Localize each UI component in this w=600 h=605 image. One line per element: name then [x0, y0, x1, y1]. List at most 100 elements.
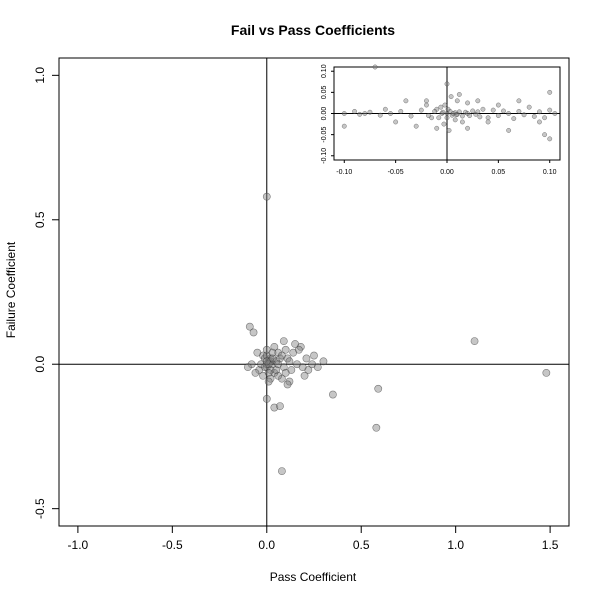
inset-data-point — [516, 108, 522, 114]
inset-data-point — [382, 106, 388, 112]
inset-data-point — [367, 109, 373, 115]
inset-data-point — [456, 109, 462, 115]
inset-data-point — [448, 94, 454, 100]
chart-title: Fail vs Pass Coefficients — [231, 22, 395, 38]
inset-data-point — [393, 119, 399, 125]
inset-data-point — [459, 113, 465, 119]
inset-data-point — [506, 127, 512, 133]
inset-data-point — [537, 109, 542, 115]
inset-data-point — [453, 112, 459, 118]
inset-data-point — [398, 108, 404, 114]
main-data-point — [294, 345, 303, 354]
inset-data-point — [408, 113, 414, 119]
inset-data-point — [495, 113, 501, 119]
inset-y-tick-label: -0.10 — [321, 148, 328, 164]
main-data-point — [281, 368, 290, 377]
inset-data-point — [445, 106, 451, 112]
inset-data-point — [501, 108, 506, 114]
inset-data-point — [459, 119, 465, 125]
inset-x-tick-label: 0.00 — [440, 169, 454, 176]
inset-data-point — [444, 115, 450, 121]
inset-data-point — [542, 115, 548, 121]
main-data-point — [277, 467, 286, 476]
main-data-point — [253, 348, 262, 357]
main-data-point — [243, 363, 252, 372]
main-data-point — [272, 366, 281, 374]
main-data-point — [283, 380, 292, 389]
main-y-tick-label: 0.5 — [33, 211, 47, 228]
main-data-point — [251, 368, 260, 377]
inset-data-point — [490, 107, 496, 113]
inset-data-point — [552, 111, 558, 116]
main-x-tick-label: -0.5 — [162, 538, 183, 552]
main-data-point — [249, 328, 258, 337]
inset-data-point — [442, 102, 448, 108]
inset-data-point — [377, 112, 383, 118]
inset-x-tick-label: -0.10 — [336, 169, 352, 176]
inset-x-tick-label: 0.10 — [543, 169, 557, 176]
y-axis-label: Failure Coefficient — [4, 241, 18, 338]
inset-data-point — [352, 108, 357, 114]
inset-data-point — [452, 117, 458, 123]
main-data-point — [262, 192, 271, 201]
inset-data-point — [413, 123, 419, 129]
main-data-point — [274, 360, 283, 369]
main-x-tick-label: 1.5 — [542, 538, 559, 552]
inset-data-point — [485, 119, 491, 125]
main-data-point — [298, 363, 307, 372]
inset-data-point — [467, 113, 473, 119]
inset-data-point — [372, 64, 378, 70]
main-data-point — [279, 337, 288, 346]
inset-data-point — [506, 111, 512, 116]
main-data-point — [470, 337, 479, 346]
main-y-tick-label: 1.0 — [33, 67, 47, 84]
inset-data-point — [438, 104, 444, 110]
main-data-point — [281, 345, 290, 354]
main-data-point — [270, 342, 279, 351]
inset-y-tick-label: 0.10 — [321, 64, 328, 78]
inset-data-point — [465, 125, 470, 131]
inset-y-tick-label: -0.05 — [321, 127, 328, 143]
inset-data-point — [357, 111, 363, 117]
inset-data-point — [403, 98, 409, 104]
inset-x-tick-label: 0.05 — [492, 169, 506, 176]
inset-data-point — [485, 115, 491, 121]
inset-plot-area: -0.10 -0.05 0.00 0.05 0.10 -0.10 -0.05 0.00 0.05… — [321, 64, 561, 176]
inset-data-point — [432, 108, 438, 114]
inset-data-point — [526, 104, 532, 110]
inset-data-point — [480, 106, 486, 112]
main-data-point — [259, 371, 267, 380]
inset-data-point — [434, 125, 440, 131]
main-data-point — [262, 345, 271, 354]
main-x-tick-label: 1.0 — [447, 538, 464, 552]
inset-y-tick-label: 0.00 — [321, 107, 328, 121]
main-data-point — [277, 351, 286, 360]
inset-data-point — [362, 111, 368, 116]
main-data-point — [302, 354, 311, 363]
inset-data-point — [537, 119, 542, 125]
main-data-point — [372, 423, 381, 432]
inset-data-point — [341, 123, 347, 129]
inset-data-point — [465, 100, 470, 106]
inset-data-point — [531, 114, 537, 119]
inset-data-point — [436, 115, 442, 121]
inset-data-point — [418, 107, 424, 113]
inset-data-point — [547, 89, 553, 95]
inset-data-point — [495, 102, 501, 108]
inset-data-point — [440, 109, 446, 115]
main-data-point — [300, 371, 309, 380]
main-data-point — [262, 394, 271, 403]
inset-data-point — [388, 111, 393, 116]
inset-data-point — [470, 108, 476, 114]
main-data-point — [245, 322, 254, 331]
inset-data-point — [456, 92, 462, 97]
inset-data-point — [547, 107, 553, 113]
x-axis-label: Pass Coefficient — [270, 570, 357, 584]
main-x-tick-label: -1.0 — [68, 538, 89, 552]
inset-data-point — [446, 127, 452, 133]
inset-data-point — [424, 98, 429, 104]
main-data-point — [262, 357, 271, 366]
main-data-point — [542, 368, 551, 377]
